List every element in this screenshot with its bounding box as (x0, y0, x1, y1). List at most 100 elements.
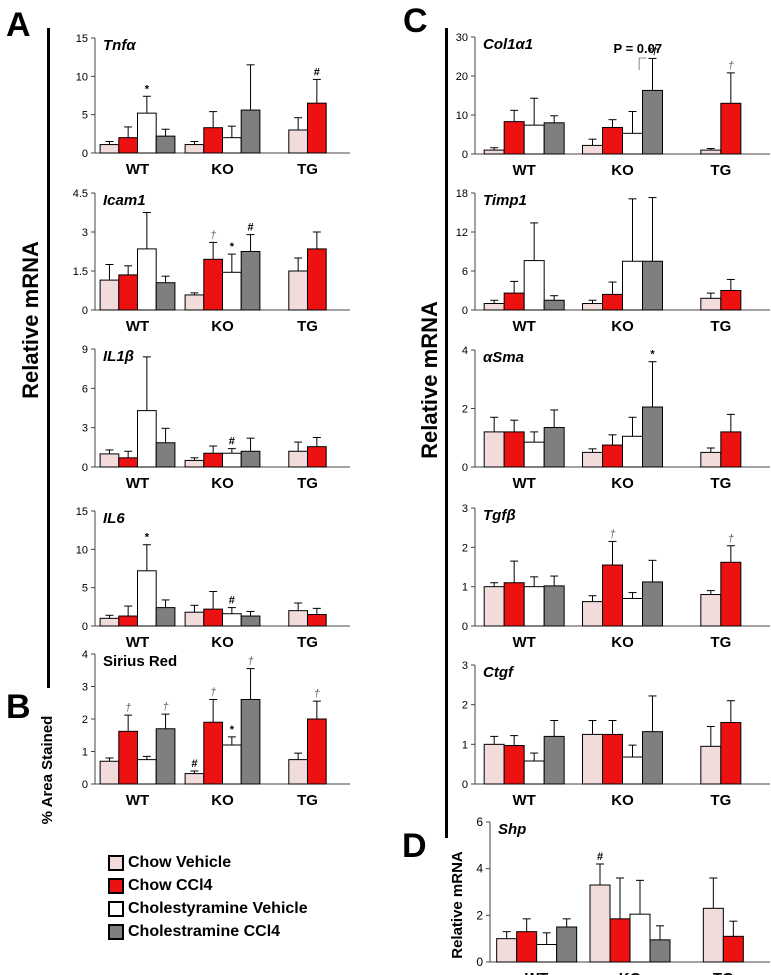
icam1-annotation: # (247, 222, 253, 234)
col1a1-y-tick-label: 0 (462, 149, 468, 161)
icam1-bar-wt-s2 (137, 248, 157, 311)
tgfb-category-label: KO (611, 634, 634, 651)
ctgf-bar-wt-s1 (503, 745, 525, 785)
col1a1-y-tick-label: 10 (456, 110, 468, 122)
il6-y-tick-label: 5 (82, 583, 88, 595)
legend-swatch-chow-vehicle (108, 855, 124, 871)
sirius-annotation: † (247, 656, 253, 668)
tnfa-bar-ko-s1 (203, 127, 224, 154)
legend-item-chow-vehicle: Chow Vehicle (108, 852, 308, 874)
tgfb-category-label: WT (513, 634, 536, 651)
timp1-bar-wt-s1 (503, 292, 525, 311)
il6-bar-tg-s1 (307, 614, 327, 627)
sirius-y-tick-label: 2 (82, 714, 88, 726)
col1a1-y-tick-label: 20 (456, 71, 468, 83)
col1a1-title: Col1α1 (483, 36, 533, 53)
sirius-y-tick-label: 0 (82, 779, 88, 791)
col1a1-annotation: *† (647, 45, 657, 57)
panel-b-y-label: % Area Stained (39, 716, 56, 825)
col1a1-bar-tg-s1 (720, 102, 742, 155)
col1a1-bar-ko-s3 (642, 89, 663, 155)
sirius-bar-wt-s0 (99, 760, 120, 785)
sirius-category-label: TG (297, 792, 318, 809)
ctgf-bar-wt-s2 (523, 760, 545, 785)
asma-y-tick-label: 4 (462, 345, 468, 357)
ctgf-y-tick-label: 2 (462, 700, 468, 712)
timp1-bar-ko-s3 (642, 260, 663, 311)
sirius-bar-ko-s1 (203, 721, 224, 785)
sirius-bar-wt-s1 (118, 730, 139, 785)
asma-bar-tg-s1 (720, 431, 742, 468)
tnfa-y-tick-label: 15 (76, 33, 88, 45)
tgfb-y-tick-label: 1 (462, 582, 468, 594)
sirius-y-tick-label: 4 (82, 649, 88, 661)
icam1-y-tick-label: 1.5 (73, 266, 88, 278)
icam1-bar-tg-s1 (307, 248, 327, 311)
tgfb-annotation: † (728, 533, 734, 545)
tnfa-category-label: TG (297, 161, 318, 178)
legend: Chow Vehicle Chow CCl4 Cholestyramine Ve… (108, 852, 308, 944)
icam1-title: Icam1 (103, 192, 146, 209)
asma-bar-wt-s1 (503, 431, 525, 468)
il6-y-tick-label: 0 (82, 621, 88, 633)
tnfa-bar-tg-s0 (288, 129, 308, 154)
shp-bar-ko-s3 (649, 939, 671, 963)
timp1-bar-ko-s1 (602, 293, 623, 311)
tnfa-annotation: * (145, 83, 150, 95)
il6-annotation: # (229, 595, 235, 607)
il1b-bar-ko-s1 (203, 452, 224, 468)
shp-category-label: WT (525, 970, 548, 975)
ctgf-bar-ko-s1 (602, 733, 623, 785)
tgfb-bar-ko-s0 (582, 601, 603, 627)
timp1-bar-tg-s1 (720, 290, 742, 311)
shp-bar-wt-s0 (496, 938, 518, 963)
tgfb-bar-tg-s0 (700, 594, 722, 627)
shp-y-tick-label: 6 (476, 815, 483, 829)
asma-category-label: KO (611, 475, 634, 492)
timp1-y-tick-label: 12 (456, 227, 468, 239)
asma-annotation: * (650, 349, 655, 361)
col1a1-annotation: † (728, 60, 734, 72)
ctgf-y-tick-label: 3 (462, 660, 468, 672)
sirius-category-label: KO (211, 792, 234, 809)
sirius-bar-tg-s1 (307, 718, 327, 785)
tgfb-bar-tg-s1 (720, 561, 742, 627)
icam1-category-label: TG (297, 318, 318, 335)
sirius-y-tick-label: 3 (82, 682, 88, 694)
panel-label-d: D (402, 827, 427, 865)
tnfa-category-label: WT (126, 161, 149, 178)
col1a1-y-tick-label: 30 (456, 32, 468, 44)
panel-label-b: B (6, 688, 31, 726)
legend-swatch-cholestramine-ccl4 (108, 924, 124, 940)
col1a1-bar-ko-s1 (602, 126, 623, 155)
icam1-annotation: † (210, 229, 216, 241)
col1a1-bar-tg-s0 (700, 149, 722, 155)
il1b-annotation: # (229, 436, 235, 448)
shp-bar-wt-s2 (536, 944, 558, 963)
ctgf-bar-wt-s0 (483, 743, 505, 785)
asma-y-tick-label: 0 (462, 462, 468, 474)
ctgf-bar-ko-s2 (622, 756, 643, 785)
col1a1-bar-ko-s0 (582, 144, 603, 155)
timp1-bar-tg-s0 (700, 297, 722, 311)
sirius-category-label: WT (126, 792, 149, 809)
ctgf-y-tick-label: 1 (462, 739, 468, 751)
legend-item-cholestramine-ccl4: Cholestramine CCl4 (108, 921, 308, 943)
il1b-bar-wt-s1 (118, 457, 139, 468)
col1a1-bar-wt-s3 (543, 122, 565, 155)
il1b-bar-ko-s2 (222, 452, 242, 468)
icam1-bar-ko-s2 (222, 271, 242, 311)
tnfa-title: Tnfα (103, 37, 136, 54)
timp1-bar-wt-s2 (523, 260, 545, 311)
ctgf-title: Ctgf (483, 664, 515, 681)
icam1-y-tick-label: 0 (82, 305, 88, 317)
il1b-category-label: WT (126, 475, 149, 492)
sirius-title: Sirius Red (103, 653, 177, 670)
sirius-bar-ko-s0 (184, 773, 205, 785)
tnfa-bar-wt-s2 (137, 112, 157, 154)
shp-annotation: # (597, 851, 603, 863)
sirius-annotation: † (210, 687, 216, 699)
shp-y-tick-label: 0 (476, 955, 483, 969)
tgfb-title: Tgfβ (483, 507, 516, 524)
